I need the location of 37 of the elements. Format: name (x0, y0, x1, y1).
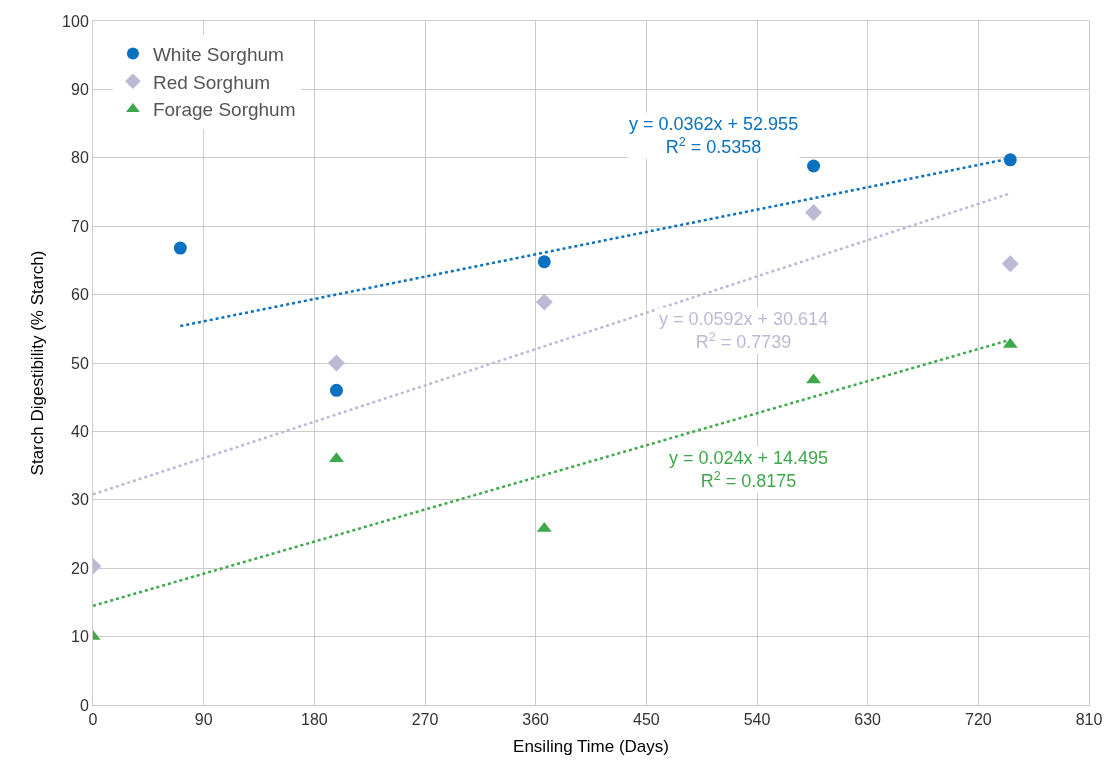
x-tick-label: 630 (854, 711, 882, 729)
y-tick-label: 20 (71, 559, 89, 577)
point (807, 159, 821, 173)
annotation: y = 0.0592x + 30.614 R$^{2}$ = 0.7739 (659, 309, 829, 353)
x-tick-label: 540 (743, 711, 771, 729)
legend-label: Red Sorghum (152, 71, 271, 93)
y-tick-label: 0 (79, 696, 89, 714)
legend-label: Forage Sorghum (152, 99, 296, 121)
annotation: y = 0.024x + 14.495 R$^{2}$ = 0.8175 (669, 448, 829, 492)
point (173, 241, 187, 255)
y-axis-title: Starch Digestibility (% Starch) (27, 250, 47, 476)
y-tick-label: 50 (71, 354, 89, 372)
x-tick-label: 180 (300, 711, 328, 729)
y-tick-label: 90 (71, 81, 89, 98)
y-tick-label: 70 (71, 217, 89, 235)
x-tick-label: 720 (964, 711, 992, 729)
y-tick-label: 40 (71, 423, 89, 440)
point (329, 383, 343, 397)
point (1003, 153, 1017, 167)
y-tick-label: 80 (71, 149, 89, 167)
point (328, 354, 345, 372)
x-tick-label: 810 (1075, 711, 1103, 729)
legend-label: White Sorghum (152, 43, 284, 65)
y-tick-label: 30 (71, 491, 89, 509)
point (805, 204, 823, 221)
x-axis-title: Ensiling Time (Days) (513, 736, 669, 756)
point (535, 293, 553, 311)
y-tick-label: 60 (71, 286, 89, 304)
x-tick-label: 90 (194, 711, 213, 729)
x-tick-label: 360 (522, 711, 550, 729)
y-tick-label: 10 (71, 628, 89, 646)
x-tick-label: 270 (411, 711, 439, 729)
point (1001, 255, 1019, 273)
y-tick-label: 100 (62, 12, 89, 30)
annotation: y = 0.0362x + 52.955 R$^{2}$ = 0.5358 (629, 114, 799, 158)
point (537, 255, 551, 269)
x-tick-label: 450 (632, 711, 660, 729)
